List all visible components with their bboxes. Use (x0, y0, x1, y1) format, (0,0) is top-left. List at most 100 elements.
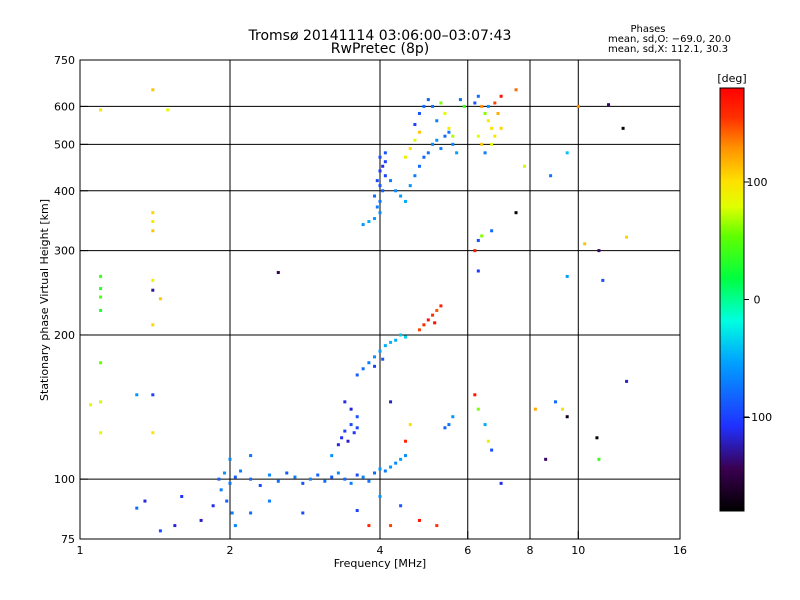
data-point (99, 431, 103, 435)
data-point (99, 308, 103, 312)
y-tick-label: 750 (54, 54, 75, 67)
colorbar-tick-label: 100 (747, 176, 768, 189)
data-point (514, 211, 518, 215)
data-point (399, 333, 403, 337)
data-point (367, 361, 371, 365)
data-point (308, 477, 312, 481)
data-point (373, 217, 377, 221)
data-point (389, 400, 393, 404)
data-point (597, 249, 601, 253)
data-point (496, 111, 500, 115)
data-point (486, 104, 490, 108)
data-point (99, 287, 103, 291)
data-point (217, 477, 221, 481)
data-point (533, 407, 537, 411)
colorbar-ticks: 100 0 −100 (742, 176, 772, 424)
data-point (473, 249, 477, 253)
data-point (239, 469, 243, 473)
y-tick-label: 500 (54, 138, 75, 151)
data-point (173, 524, 177, 528)
data-point (349, 407, 353, 411)
data-point (493, 101, 497, 105)
data-point (135, 506, 139, 510)
data-point (143, 499, 147, 503)
data-point (389, 524, 393, 528)
x-tick-label: 1 (77, 544, 84, 557)
data-point (499, 481, 503, 485)
data-point (267, 499, 271, 503)
data-point (361, 223, 365, 227)
data-point (199, 518, 203, 522)
data-point (417, 164, 421, 168)
data-point (523, 164, 527, 168)
data-point (211, 504, 215, 508)
data-point (276, 479, 280, 483)
data-point (219, 488, 223, 492)
data-point (486, 439, 490, 443)
data-point (413, 174, 417, 178)
data-point (223, 471, 227, 475)
data-point (228, 457, 232, 461)
data-point (435, 308, 439, 312)
phases-o-mode: mean, sd,O: −69.0, 20.0 (608, 34, 731, 45)
data-point (381, 357, 385, 361)
data-point (476, 94, 480, 98)
data-point (413, 123, 417, 127)
data-point (378, 349, 382, 353)
data-point (399, 457, 403, 461)
data-point (99, 108, 103, 112)
data-point (151, 220, 155, 224)
data-point (476, 238, 480, 242)
data-point (433, 321, 437, 325)
data-point (375, 205, 379, 209)
data-point (301, 511, 305, 515)
data-point (435, 524, 439, 528)
data-point (378, 184, 382, 188)
data-points (89, 88, 629, 533)
data-point (375, 179, 379, 183)
data-point (514, 88, 518, 92)
data-point (228, 481, 232, 485)
data-point (99, 400, 103, 404)
data-point (422, 155, 426, 159)
data-point (383, 174, 387, 178)
colorbar-label: [deg] (717, 72, 746, 85)
data-point (490, 448, 494, 452)
data-point (565, 274, 569, 278)
data-point (89, 403, 93, 407)
data-point (435, 138, 439, 142)
x-tick-label: 2 (227, 544, 234, 557)
data-point (601, 278, 605, 282)
data-point (343, 477, 347, 481)
data-point (355, 415, 359, 419)
data-point (383, 469, 387, 473)
data-point (99, 361, 103, 365)
data-point (483, 111, 487, 115)
data-point (486, 119, 490, 123)
data-point (493, 134, 497, 138)
data-point (343, 400, 347, 404)
data-point (443, 426, 447, 430)
data-point (373, 194, 377, 198)
data-point (462, 104, 466, 108)
grid-lines (80, 60, 680, 539)
x-axis-title: Frequency [MHz] (334, 557, 426, 570)
data-point (381, 189, 385, 193)
data-point (403, 335, 407, 339)
data-point (383, 151, 387, 155)
data-point (343, 429, 347, 433)
x-tick-label: 16 (673, 544, 687, 557)
data-point (361, 475, 365, 479)
data-point (151, 393, 155, 397)
data-point (576, 104, 580, 108)
data-point (443, 111, 447, 115)
data-point (355, 373, 359, 377)
data-point (276, 271, 280, 275)
data-point (417, 328, 421, 332)
data-point (373, 355, 377, 359)
data-point (439, 101, 443, 105)
y-tick-label: 100 (54, 473, 75, 486)
data-point (499, 94, 503, 98)
data-point (417, 111, 421, 115)
data-point (451, 415, 455, 419)
